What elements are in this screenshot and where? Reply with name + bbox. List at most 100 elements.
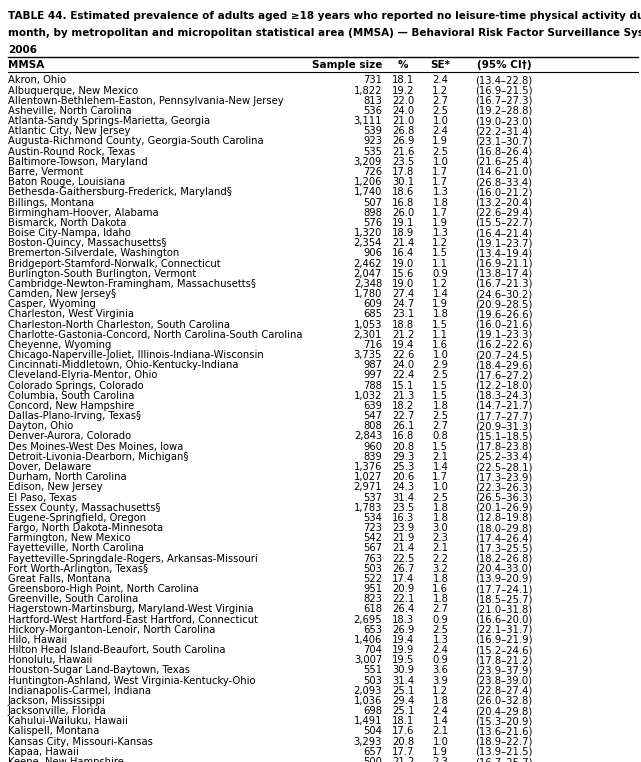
Text: Dallas-Plano-Irving, Texas§: Dallas-Plano-Irving, Texas§: [8, 411, 141, 421]
Text: 2.5: 2.5: [433, 146, 448, 157]
Text: 1.8: 1.8: [433, 309, 448, 319]
Text: (16.7–25.7): (16.7–25.7): [475, 757, 533, 762]
Text: 906: 906: [363, 248, 382, 258]
Text: Durham, North Carolina: Durham, North Carolina: [8, 472, 126, 482]
Text: 2,971: 2,971: [353, 482, 382, 492]
Text: (22.1–31.7): (22.1–31.7): [475, 625, 533, 635]
Text: 3.9: 3.9: [433, 676, 448, 686]
Text: (16.0–21.6): (16.0–21.6): [475, 319, 533, 330]
Text: 1.4: 1.4: [433, 462, 448, 472]
Text: 1.4: 1.4: [433, 289, 448, 299]
Text: Kalispell, Montana: Kalispell, Montana: [8, 726, 99, 737]
Text: 1.8: 1.8: [433, 197, 448, 207]
Text: 3,209: 3,209: [354, 157, 382, 167]
Text: 1.1: 1.1: [433, 258, 448, 268]
Text: 19.0: 19.0: [392, 258, 414, 268]
Text: 536: 536: [363, 106, 382, 116]
Text: 31.4: 31.4: [392, 492, 414, 502]
Text: 1,032: 1,032: [354, 391, 382, 401]
Text: (15.2–24.6): (15.2–24.6): [475, 645, 533, 655]
Text: 1.9: 1.9: [433, 299, 448, 309]
Text: 923: 923: [363, 136, 382, 146]
Text: (13.2–20.4): (13.2–20.4): [475, 197, 533, 207]
Text: Albuquerque, New Mexico: Albuquerque, New Mexico: [8, 85, 138, 95]
Text: (26.0–32.8): (26.0–32.8): [475, 696, 533, 706]
Text: 539: 539: [363, 126, 382, 136]
Text: 2.5: 2.5: [433, 411, 448, 421]
Text: 16.4: 16.4: [392, 248, 414, 258]
Text: 1.6: 1.6: [433, 584, 448, 594]
Text: 17.7: 17.7: [392, 747, 414, 757]
Text: 1,740: 1,740: [354, 187, 382, 197]
Text: (21.6–25.4): (21.6–25.4): [475, 157, 533, 167]
Text: 522: 522: [363, 574, 382, 584]
Text: 2.3: 2.3: [433, 757, 448, 762]
Text: 567: 567: [363, 543, 382, 553]
Text: Bremerton-Silverdale, Washington: Bremerton-Silverdale, Washington: [8, 248, 179, 258]
Text: Dover, Delaware: Dover, Delaware: [8, 462, 91, 472]
Text: 18.1: 18.1: [392, 716, 414, 726]
Text: 19.4: 19.4: [392, 635, 414, 645]
Text: Hilton Head Island-Beaufort, South Carolina: Hilton Head Island-Beaufort, South Carol…: [8, 645, 225, 655]
Text: (17.4–26.4): (17.4–26.4): [475, 533, 533, 543]
Text: 24.0: 24.0: [392, 360, 414, 370]
Text: Concord, New Hampshire: Concord, New Hampshire: [8, 401, 134, 411]
Text: Fort Worth-Arlington, Texas§: Fort Worth-Arlington, Texas§: [8, 564, 148, 574]
Text: 1,822: 1,822: [354, 85, 382, 95]
Text: 731: 731: [363, 75, 382, 85]
Text: 639: 639: [363, 401, 382, 411]
Text: Houston-Sugar Land-Baytown, Texas: Houston-Sugar Land-Baytown, Texas: [8, 665, 190, 675]
Text: (17.7–24.1): (17.7–24.1): [475, 584, 533, 594]
Text: Hagerstown-Martinsburg, Maryland-West Virginia: Hagerstown-Martinsburg, Maryland-West Vi…: [8, 604, 253, 614]
Text: month, by metropolitan and micropolitan statistical area (MMSA) — Behavioral Ris: month, by metropolitan and micropolitan …: [8, 28, 641, 38]
Text: 26.4: 26.4: [392, 604, 414, 614]
Text: 21.2: 21.2: [392, 330, 414, 340]
Text: 1.2: 1.2: [433, 85, 448, 95]
Text: (16.4–21.4): (16.4–21.4): [475, 228, 533, 238]
Text: Eugene-Springfield, Oregon: Eugene-Springfield, Oregon: [8, 513, 146, 523]
Text: Charleston-North Charleston, South Carolina: Charleston-North Charleston, South Carol…: [8, 319, 229, 330]
Text: 1.3: 1.3: [433, 228, 448, 238]
Text: 1.2: 1.2: [433, 239, 448, 248]
Text: (13.6–21.6): (13.6–21.6): [475, 726, 533, 737]
Text: Indianapolis-Carmel, Indiana: Indianapolis-Carmel, Indiana: [8, 686, 151, 696]
Text: (18.0–29.8): (18.0–29.8): [475, 523, 533, 533]
Text: 1.8: 1.8: [433, 401, 448, 411]
Text: 1,027: 1,027: [354, 472, 382, 482]
Text: Atlanta-Sandy Springs-Marietta, Georgia: Atlanta-Sandy Springs-Marietta, Georgia: [8, 116, 210, 126]
Text: Dayton, Ohio: Dayton, Ohio: [8, 421, 73, 431]
Text: 1.7: 1.7: [433, 208, 448, 218]
Text: 1.4: 1.4: [433, 716, 448, 726]
Text: (16.6–20.0): (16.6–20.0): [475, 615, 533, 625]
Text: Hickory-Morganton-Lenoir, North Carolina: Hickory-Morganton-Lenoir, North Carolina: [8, 625, 215, 635]
Text: 618: 618: [363, 604, 382, 614]
Text: 1,206: 1,206: [354, 177, 382, 187]
Text: 1,053: 1,053: [354, 319, 382, 330]
Text: Jacksonville, Florida: Jacksonville, Florida: [8, 706, 106, 716]
Text: Des Moines-West Des Moines, Iowa: Des Moines-West Des Moines, Iowa: [8, 442, 183, 452]
Text: (23.9–37.9): (23.9–37.9): [475, 665, 533, 675]
Text: (22.2–31.4): (22.2–31.4): [475, 126, 533, 136]
Text: (19.6–26.6): (19.6–26.6): [475, 309, 533, 319]
Text: 22.0: 22.0: [392, 96, 414, 106]
Text: Fayetteville, North Carolina: Fayetteville, North Carolina: [8, 543, 144, 553]
Text: Huntington-Ashland, West Virginia-Kentucky-Ohio: Huntington-Ashland, West Virginia-Kentuc…: [8, 676, 255, 686]
Text: 22.4: 22.4: [392, 370, 414, 380]
Text: 551: 551: [363, 665, 382, 675]
Text: 1.0: 1.0: [433, 737, 448, 747]
Text: 2.7: 2.7: [433, 604, 448, 614]
Text: 2.4: 2.4: [433, 126, 448, 136]
Text: 16.8: 16.8: [392, 431, 414, 441]
Text: (18.5–25.7): (18.5–25.7): [475, 594, 533, 604]
Text: 15.1: 15.1: [392, 380, 414, 391]
Text: Bridgeport-Stamford-Norwalk, Connecticut: Bridgeport-Stamford-Norwalk, Connecticut: [8, 258, 221, 268]
Text: Bethesda-Gaithersburg-Frederick, Maryland§: Bethesda-Gaithersburg-Frederick, Marylan…: [8, 187, 231, 197]
Text: 2.7: 2.7: [433, 96, 448, 106]
Text: 1.9: 1.9: [433, 136, 448, 146]
Text: 500: 500: [363, 757, 382, 762]
Text: Cheyenne, Wyoming: Cheyenne, Wyoming: [8, 340, 111, 350]
Text: 1.3: 1.3: [433, 635, 448, 645]
Text: 19.4: 19.4: [392, 340, 414, 350]
Text: Greenville, South Carolina: Greenville, South Carolina: [8, 594, 138, 604]
Text: 0.9: 0.9: [433, 615, 448, 625]
